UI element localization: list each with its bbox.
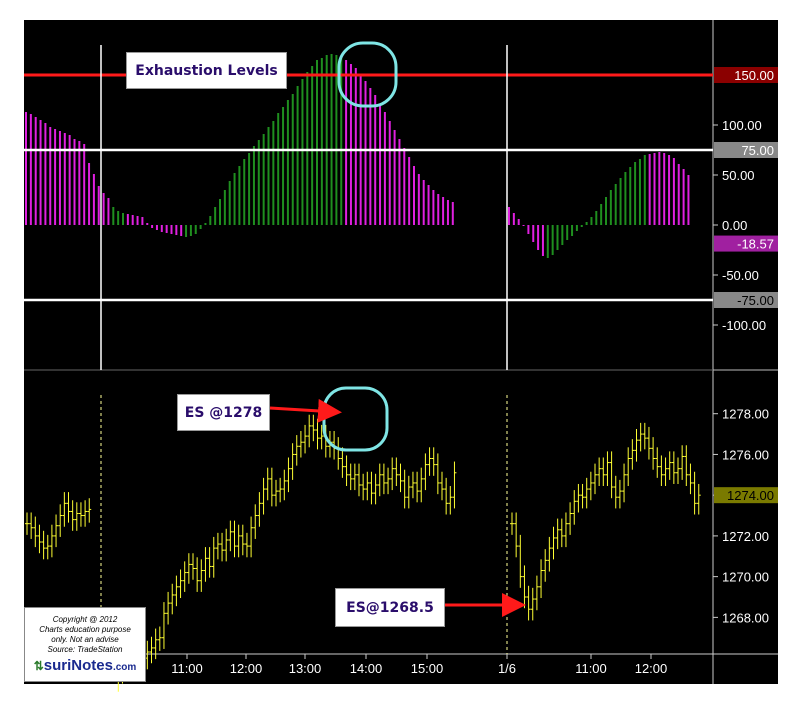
level-tag xyxy=(714,292,778,308)
osc-tick-label: 0.00 xyxy=(722,218,747,233)
low-price-callout: ES@1268.5 xyxy=(335,588,445,627)
x-axis: 11:00 12:00 13:00 14:00 15:00 1/6 11:00 12:00 xyxy=(171,654,667,676)
logo-arrows-icon: ⇅ xyxy=(33,659,44,673)
level-tag-label: 150.00 xyxy=(734,68,774,83)
osc-current-label: -18.57 xyxy=(737,237,774,252)
x-tick-label: 1/6 xyxy=(498,661,516,676)
price-tick-label: 1272.00 xyxy=(722,529,769,544)
oscillator-panel: 150.00 75.00 -75.00 100.00 50.00 0.00 -50.00 -1… xyxy=(24,54,778,333)
high-arrow xyxy=(269,398,342,423)
price-current-label: 1274.00 xyxy=(727,488,774,503)
osc-tick-label: 100.00 xyxy=(722,118,762,133)
osc-current-tag xyxy=(714,235,778,252)
annotations xyxy=(100,41,526,654)
plot-area xyxy=(24,20,713,654)
x-tick-label: 11:00 xyxy=(171,661,203,676)
peak-circle xyxy=(337,41,398,108)
x-tick-label: 13:00 xyxy=(289,661,322,676)
copyright-box: Copyright @ 2012 Charts education purpos… xyxy=(24,607,146,682)
price-panel: 1278.00 1276.00 1274.00 1272.00 1270.00 1268.… xyxy=(25,407,778,692)
logo-domain: .com xyxy=(112,662,137,673)
copyright-source: Source: TradeStation xyxy=(47,645,123,654)
price-tick-label: 1270.00 xyxy=(722,570,769,585)
x-axis-area xyxy=(24,654,778,684)
x-tick-label: 14:00 xyxy=(350,661,383,676)
price-current-tag xyxy=(714,487,778,504)
level-tag-label: 75.00 xyxy=(741,143,774,158)
osc-tick-label: -50.00 xyxy=(722,268,759,283)
price-tick-label: 1278.00 xyxy=(722,407,769,422)
level-tag xyxy=(714,142,778,158)
price-tick-label: 1276.00 xyxy=(722,447,769,462)
copyright-disclaimer: only. Not an advise xyxy=(51,635,119,644)
x-tick-label: 12:00 xyxy=(635,661,668,676)
level-tag xyxy=(714,67,778,83)
x-tick-label: 15:00 xyxy=(411,661,444,676)
surinotes-logo: ⇅suriNotes.com xyxy=(25,657,145,674)
logo-text: suriNotes xyxy=(43,657,113,674)
copyright-purpose: Charts education purpose xyxy=(39,625,131,634)
x-tick-label: 11:00 xyxy=(575,661,607,676)
osc-tick-label: 50.00 xyxy=(722,168,755,183)
y-axis-area xyxy=(713,20,778,654)
high-price-callout: ES @1278 xyxy=(177,394,270,431)
osc-tick-label: -100.00 xyxy=(722,318,766,333)
x-tick-label: 12:00 xyxy=(230,661,263,676)
exhaustion-levels-callout: Exhaustion Levels xyxy=(126,52,287,89)
copyright-line: Copyright @ 2012 xyxy=(52,615,118,624)
price-tick-label: 1268.00 xyxy=(722,610,769,625)
level-tag-label: -75.00 xyxy=(737,293,774,308)
